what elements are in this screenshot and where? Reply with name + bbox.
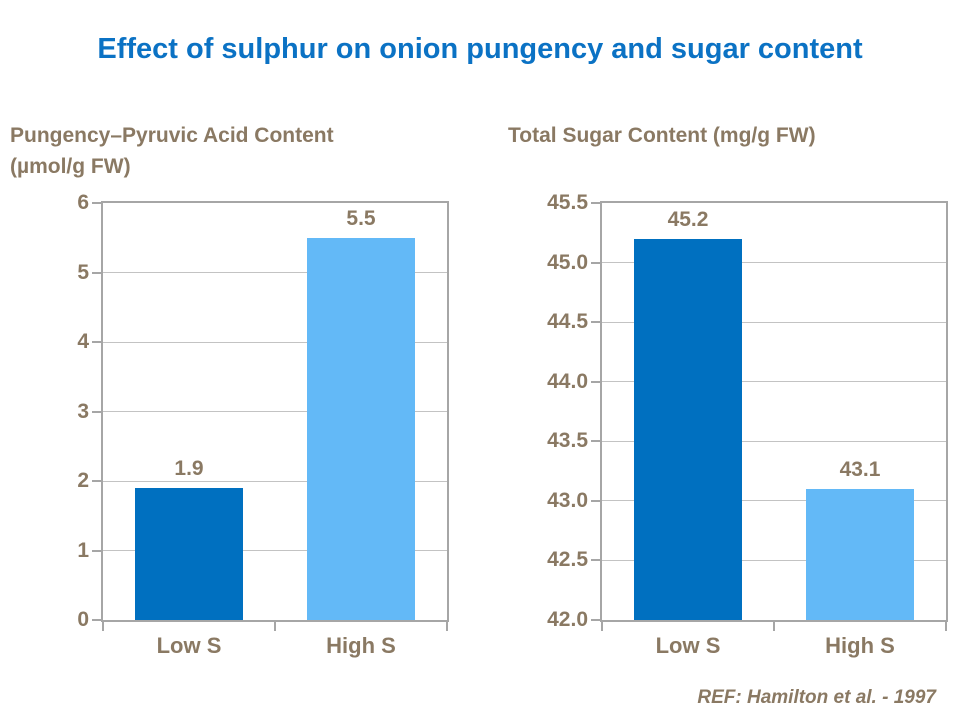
y-axis-tick bbox=[92, 271, 101, 274]
gridline bbox=[103, 341, 447, 343]
y-axis-tick-label: 42.5 bbox=[547, 548, 588, 572]
bar-value-label: 5.5 bbox=[346, 206, 376, 230]
y-axis-tick-label: 43.5 bbox=[547, 429, 588, 453]
gridline bbox=[602, 262, 946, 264]
sugar-chart-plot-area: 42.0 42.5 43.0 43.5 44.0 44.5 45.0 45.5 45.2 Low … bbox=[547, 191, 948, 658]
bar-high-s bbox=[307, 237, 415, 620]
y-axis-tick bbox=[591, 619, 600, 621]
y-axis-tick-label: 44.0 bbox=[547, 369, 588, 393]
y-axis-tick bbox=[92, 341, 101, 343]
y-axis-tick bbox=[92, 410, 101, 413]
category-label: High S bbox=[825, 633, 895, 658]
y-axis-tick bbox=[92, 549, 101, 552]
x-axis-tick bbox=[601, 620, 603, 631]
y-axis-tick-label: 0 bbox=[77, 608, 89, 631]
x-axis-tick bbox=[446, 620, 448, 631]
bar-high-s bbox=[806, 488, 914, 620]
sugar-chart-title-line1: Total Sugar Content (mg/g FW) bbox=[508, 124, 816, 147]
gridline bbox=[602, 559, 946, 561]
y-axis-tick bbox=[591, 440, 600, 443]
bar-low-s bbox=[135, 487, 243, 620]
gridline bbox=[602, 381, 946, 383]
category-label: Low S bbox=[156, 633, 222, 658]
pungency-chart-title-line2: (µmol/g FW) bbox=[10, 155, 131, 178]
pungency-chart-plot-area: 0 1 2 3 4 5 6 1.9 Low S 5.5 High S bbox=[77, 191, 449, 658]
y-axis-tick-label: 4 bbox=[77, 330, 89, 353]
y-axis-tick bbox=[92, 619, 101, 621]
y-axis-tick bbox=[591, 499, 600, 502]
y-axis-tick bbox=[92, 480, 101, 482]
x-axis-tick bbox=[102, 620, 104, 631]
y-axis-tick bbox=[591, 559, 600, 562]
gridline bbox=[103, 550, 447, 551]
y-axis-tick-label: 43.0 bbox=[547, 488, 588, 512]
bar-low-s bbox=[634, 238, 742, 620]
y-axis-tick bbox=[591, 380, 600, 383]
x-axis-tick bbox=[773, 620, 775, 631]
gridline bbox=[602, 321, 946, 323]
y-axis-tick-label: 45.5 bbox=[547, 191, 588, 214]
category-label: Low S bbox=[655, 633, 721, 658]
y-axis-tick-label: 44.5 bbox=[547, 310, 588, 334]
bar-value-label: 43.1 bbox=[839, 457, 881, 481]
sugar-chart-title: Total Sugar Content (mg/g FW) bbox=[508, 120, 816, 151]
y-axis-tick bbox=[92, 202, 101, 204]
category-label: High S bbox=[326, 633, 396, 658]
y-axis-tick-label: 6 bbox=[77, 191, 89, 214]
gridline bbox=[602, 500, 946, 502]
y-axis-tick-label: 2 bbox=[77, 469, 89, 492]
y-axis-tick-label: 42.0 bbox=[547, 608, 588, 631]
y-axis-tick-label: 3 bbox=[77, 399, 89, 423]
pungency-chart-title: Pungency–Pyruvic Acid Content (µmol/g FW… bbox=[10, 120, 334, 182]
y-axis-tick-label: 1 bbox=[77, 538, 89, 562]
gridline bbox=[103, 480, 447, 482]
gridline bbox=[103, 272, 447, 273]
gridline bbox=[103, 411, 447, 412]
slide-title: Effect of sulphur on onion pungency and … bbox=[97, 33, 863, 65]
y-axis-tick-label: 45.0 bbox=[547, 250, 588, 274]
y-axis-tick bbox=[591, 261, 600, 264]
bar-value-label: 45.2 bbox=[667, 207, 709, 231]
pungency-chart-title-line1: Pungency–Pyruvic Acid Content bbox=[10, 124, 334, 147]
x-axis-tick bbox=[945, 620, 947, 631]
y-axis-tick bbox=[591, 321, 600, 324]
gridline bbox=[602, 440, 946, 442]
reference-citation: REF: Hamilton et al. - 1997 bbox=[697, 687, 936, 708]
x-axis-tick bbox=[274, 620, 276, 631]
bar-value-label: 1.9 bbox=[174, 456, 204, 480]
y-axis-tick-label: 5 bbox=[77, 260, 89, 284]
y-axis-tick bbox=[591, 202, 600, 204]
